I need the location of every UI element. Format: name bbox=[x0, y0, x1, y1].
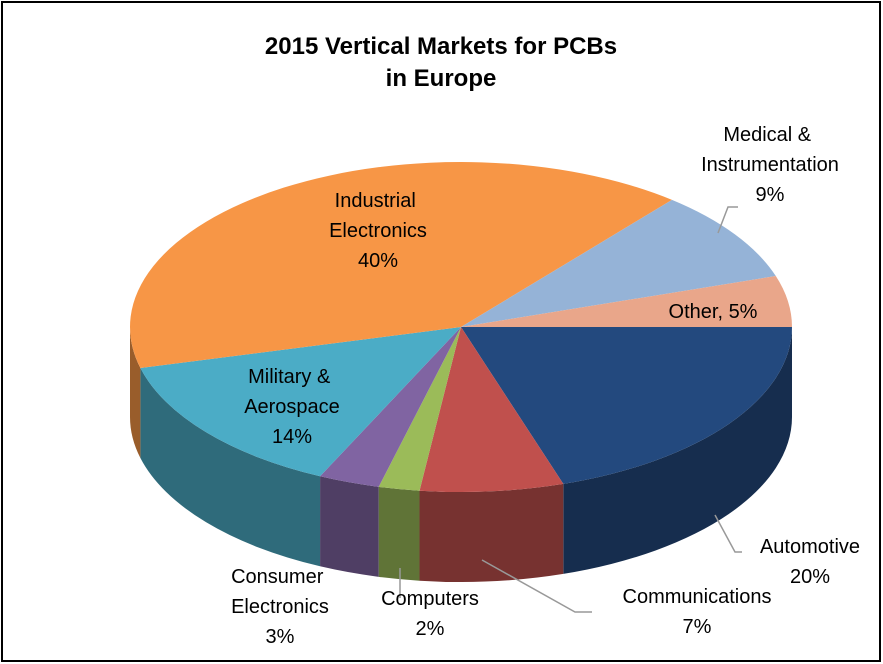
category-label: Industrial Electronics bbox=[329, 190, 427, 242]
chart-title: in Europe bbox=[386, 65, 497, 92]
leader-line bbox=[714, 514, 742, 553]
pie-slice bbox=[140, 327, 461, 477]
pie-sides bbox=[130, 327, 792, 582]
pie-slice bbox=[461, 276, 792, 327]
label-line: Consumer bbox=[231, 566, 329, 588]
label-line: Communications bbox=[623, 586, 772, 608]
leader-lines bbox=[399, 206, 742, 613]
label-line: Industrial bbox=[335, 190, 422, 212]
label-line: Electronics bbox=[329, 220, 427, 242]
label-line: Medical & bbox=[723, 124, 816, 146]
pie-slice bbox=[320, 327, 461, 487]
pie-side bbox=[140, 368, 321, 567]
category-label: Medical & Instrumentation bbox=[701, 124, 839, 176]
category-label: Communications bbox=[623, 586, 772, 608]
pie-side bbox=[378, 486, 420, 581]
pie-slice bbox=[461, 327, 792, 484]
value-label: 20% bbox=[790, 566, 830, 588]
label-line: Aerospace bbox=[244, 396, 340, 418]
pie-side bbox=[130, 327, 141, 459]
pie-slice bbox=[378, 327, 461, 491]
pie-slice bbox=[461, 199, 776, 327]
value-label: 14% bbox=[272, 426, 312, 448]
data-labels: Automotive 20% Communications 7% Computers 2%… bbox=[231, 124, 860, 648]
pie-side bbox=[320, 476, 379, 577]
category-label: Consumer Electronics bbox=[231, 566, 329, 618]
data-label: Other, 5% bbox=[669, 301, 758, 323]
label-line: Automotive bbox=[760, 536, 860, 558]
value-label: 7% bbox=[683, 616, 712, 638]
category-label: Other, bbox=[669, 301, 729, 323]
leader-line bbox=[481, 559, 592, 613]
pie-tops bbox=[130, 161, 792, 492]
value-label: 5% bbox=[729, 301, 758, 323]
value-label: 2% bbox=[416, 618, 445, 640]
label-line: Instrumentation bbox=[701, 154, 839, 176]
pie-side bbox=[563, 327, 792, 574]
pie-side bbox=[419, 483, 564, 582]
value-label: 3% bbox=[266, 626, 295, 648]
category-label: Computers bbox=[381, 588, 479, 610]
chart-title: 2015 Vertical Markets for PCBs bbox=[265, 33, 617, 60]
label-line: Computers bbox=[381, 588, 479, 610]
pie-slice bbox=[419, 327, 564, 492]
label-line: Military & bbox=[248, 366, 336, 388]
leader-line bbox=[717, 206, 738, 234]
value-label: 9% bbox=[756, 184, 785, 206]
category-label: Military & Aerospace bbox=[244, 366, 340, 418]
category-label: Automotive bbox=[760, 536, 860, 558]
value-label: 40% bbox=[358, 250, 398, 272]
label-line: Electronics bbox=[231, 596, 329, 618]
pie-slice bbox=[130, 161, 672, 369]
